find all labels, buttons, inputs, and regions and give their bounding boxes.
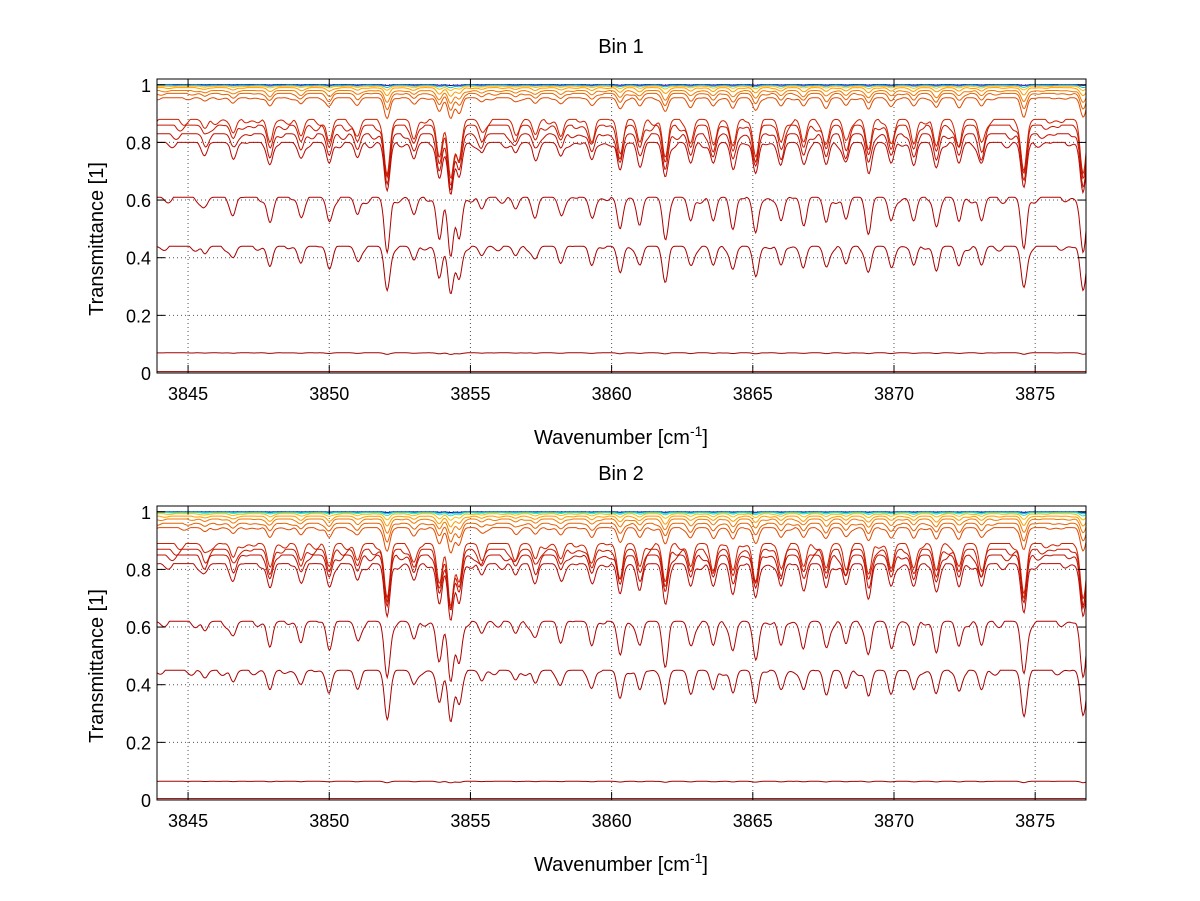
x-tick-label: 3865 <box>733 384 773 404</box>
x-axis-label-close: ] <box>702 854 708 876</box>
y-tick-label: 0 <box>141 791 151 811</box>
x-axis-label: Wavenumber [cm-1] <box>534 423 708 449</box>
y-tick-label: 0.6 <box>126 191 151 211</box>
x-tick-label: 3870 <box>874 384 914 404</box>
x-axis-label-superscript: -1 <box>690 423 703 439</box>
series-line-trace-14 <box>156 669 1087 723</box>
y-tick-label: 0.6 <box>126 618 151 638</box>
series-line-trace-4 <box>157 87 1087 97</box>
y-tick-label: 0.4 <box>126 676 151 696</box>
series-line-trace-5 <box>157 89 1087 104</box>
series-line-trace-4 <box>157 513 1087 521</box>
series-line-trace-10 <box>157 133 1087 191</box>
series-line-trace-11 <box>157 554 1087 611</box>
series-group <box>156 511 1087 800</box>
x-axis-label-superscript: -1 <box>690 850 703 866</box>
chart-title: Bin 1 <box>598 36 644 58</box>
series-line-trace-7 <box>156 522 1087 543</box>
x-axis-label: Wavenumber [cm-1] <box>534 850 708 876</box>
x-tick-label: 3845 <box>168 384 208 404</box>
x-tick-label: 3860 <box>592 384 632 404</box>
series-line-trace-6 <box>156 518 1087 535</box>
x-axis-label-text: Wavenumber [cm <box>534 427 690 449</box>
x-axis-label-close: ] <box>702 427 708 449</box>
series-line-trace-13 <box>156 245 1087 295</box>
y-tick-label: 0.2 <box>126 306 151 326</box>
x-tick-label: 3875 <box>1015 811 1055 831</box>
x-tick-label: 3850 <box>309 811 349 831</box>
y-tick-label: 0 <box>141 364 151 384</box>
x-tick-label: 3870 <box>874 811 914 831</box>
y-tick-label: 1 <box>141 76 151 96</box>
series-line-trace-2 <box>157 511 1087 515</box>
y-tick-label: 1 <box>141 503 151 523</box>
y-axis: 0 0.2 0.4 0.6 0.8 1 <box>126 503 1086 811</box>
x-tick-label: 3865 <box>733 811 773 831</box>
x-tick-label: 3850 <box>309 384 349 404</box>
series-line-trace-3 <box>157 85 1087 92</box>
series-line-trace-5 <box>157 515 1087 528</box>
y-axis-label: Transmittance [1] <box>86 162 108 316</box>
series-line-trace-15 <box>157 780 1087 784</box>
series-line-trace-9 <box>157 124 1087 187</box>
y-tick-label: 0.8 <box>126 560 151 580</box>
series-line-trace-1 <box>157 84 1087 86</box>
y-tick-label: 0.2 <box>126 733 151 753</box>
series-line-trace-10 <box>157 548 1087 610</box>
series-line-trace-7 <box>156 97 1087 120</box>
x-tick-label: 3845 <box>168 811 208 831</box>
series-group <box>156 84 1087 373</box>
x-tick-label: 3855 <box>450 384 490 404</box>
x-axis-label-text: Wavenumber [cm <box>534 854 690 876</box>
series-line-trace-3 <box>157 512 1087 517</box>
chart-title: Bin 2 <box>598 463 644 485</box>
axes-box <box>156 78 1087 374</box>
x-tick-label: 3855 <box>450 811 490 831</box>
y-axis: 0 0.2 0.4 0.6 0.8 1 <box>126 76 1086 384</box>
series-line-trace-12 <box>156 563 1087 621</box>
subplot-bin-1: Bin 1 3845 3850 3855 3860 3865 3870 3875 00.20… <box>86 36 1087 449</box>
y-tick-label: 0.8 <box>126 133 151 153</box>
subplot-bin-2: Bin 2 3845 3850 3855 3860 3865 3870 3875 00.20… <box>86 463 1087 876</box>
series-line-trace-13 <box>156 620 1087 683</box>
series-line-trace-2 <box>157 84 1087 89</box>
series-line-trace-12 <box>156 196 1087 257</box>
axes-box <box>156 505 1087 801</box>
x-tick-label: 3860 <box>592 811 632 831</box>
y-axis-label: Transmittance [1] <box>86 589 108 743</box>
series-line-trace-6 <box>156 92 1087 111</box>
x-axis: 3845 3850 3855 3860 3865 3870 3875 <box>168 79 1055 404</box>
series-line-trace-8 <box>156 527 1087 554</box>
series-line-trace-14 <box>157 352 1087 355</box>
y-tick-label: 0.4 <box>126 249 151 269</box>
x-tick-label: 3875 <box>1015 384 1055 404</box>
x-axis: 3845 3850 3855 3860 3865 3870 3875 <box>168 506 1055 831</box>
series-line-trace-11 <box>157 141 1087 195</box>
